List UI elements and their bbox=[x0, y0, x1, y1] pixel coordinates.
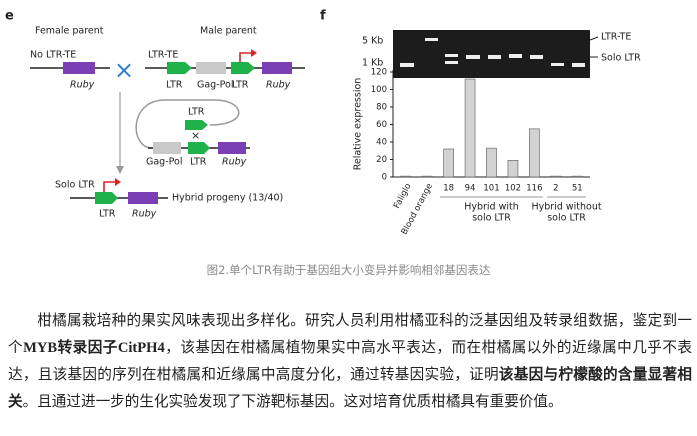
gene-label: Ruby bbox=[222, 157, 247, 168]
construct-label: LTR-TE bbox=[148, 50, 178, 61]
x-tick-label: 116 bbox=[526, 184, 542, 194]
bar bbox=[529, 128, 540, 178]
group-label: solo LTR bbox=[547, 213, 586, 224]
gene-label: Ruby bbox=[70, 80, 95, 91]
pointer bbox=[589, 36, 599, 41]
promoter bbox=[251, 49, 257, 57]
heading: Male parent bbox=[200, 26, 257, 37]
panel-label: f bbox=[320, 9, 326, 24]
x-tick-label: Faliglo bbox=[392, 182, 414, 211]
bar bbox=[486, 147, 497, 178]
ruby-gene bbox=[63, 62, 95, 74]
gene-label: Ruby bbox=[266, 80, 291, 91]
x-tick-label: 51 bbox=[572, 184, 583, 194]
gene-label: LTR bbox=[166, 80, 183, 91]
gagpol bbox=[196, 62, 226, 74]
heading: Female parent bbox=[35, 26, 104, 37]
construct-label: No LTR-TE bbox=[30, 50, 76, 61]
x-tick-label: 94 bbox=[465, 184, 476, 194]
gene-label: Gag-Pol bbox=[146, 157, 182, 168]
ltr bbox=[185, 120, 208, 130]
ruby-gene bbox=[262, 62, 292, 74]
ltr bbox=[95, 192, 118, 204]
bar bbox=[443, 148, 454, 178]
y-tick-label: 20 bbox=[376, 155, 387, 165]
ruby-gene bbox=[128, 192, 158, 204]
bar bbox=[550, 175, 562, 178]
size-marker: 1 Kb bbox=[362, 58, 383, 69]
progeny-label: Hybrid progeny (13/40) bbox=[172, 193, 283, 204]
y-tick-label: 120 bbox=[371, 68, 387, 78]
ruby-gene bbox=[218, 142, 246, 154]
gagpol bbox=[153, 142, 181, 154]
group-label: solo LTR bbox=[472, 213, 511, 224]
ltr bbox=[188, 142, 210, 154]
gene-label: LTR bbox=[190, 157, 207, 168]
promoter bbox=[239, 52, 252, 62]
bold-text: MYB转录因子CitPH4 bbox=[23, 340, 165, 356]
loop bbox=[135, 99, 240, 149]
y-tick-label: 60 bbox=[376, 120, 387, 130]
size-marker: 5 Kb bbox=[362, 36, 383, 47]
gene-label: LTR bbox=[99, 209, 116, 220]
group-label: Hybrid without bbox=[532, 202, 602, 213]
group-label: Hybrid with bbox=[464, 202, 519, 213]
promoter bbox=[115, 178, 121, 186]
paragraph: 柑橘属栽培种的果实风味表现出多样化。研究人员利用柑橘亚科的泛基因组及转录组数据，… bbox=[8, 308, 692, 416]
gene-label: LTR bbox=[232, 80, 249, 91]
band-label: Solo LTR bbox=[601, 53, 641, 64]
figure: e Female parent Male parent No LTR-TE Ru… bbox=[5, 9, 641, 237]
x-tick-label: 2 bbox=[553, 184, 558, 194]
bar bbox=[464, 78, 476, 178]
arrow bbox=[116, 166, 124, 174]
text: ，该基因在柑橘属植物果实中高水平表达，而在柑橘属以外的近缘属中几乎不表达，且该基… bbox=[8, 340, 692, 383]
bar bbox=[571, 175, 583, 178]
bar bbox=[400, 175, 412, 178]
y-tick-label: 80 bbox=[376, 103, 387, 113]
gene-label: Ruby bbox=[132, 209, 157, 220]
gel-bands bbox=[400, 38, 585, 67]
gene-label: LTR bbox=[188, 107, 205, 118]
text: 。且通过进一步的生化实验发现了下游靶标基因。这对培育优质柑橘具有重要价值。 bbox=[22, 394, 563, 410]
ltr bbox=[231, 62, 255, 74]
y-axis-label: Relative expression bbox=[353, 78, 364, 171]
gene-label: Gag-Pol bbox=[197, 80, 233, 91]
ltr bbox=[167, 62, 192, 74]
y-tick-label: 40 bbox=[376, 138, 387, 148]
y-tick-label: 0 bbox=[382, 173, 387, 183]
cross: × bbox=[114, 56, 134, 84]
x-tick-label: 18 bbox=[443, 184, 454, 194]
bar bbox=[507, 160, 519, 178]
panel-label: e bbox=[5, 9, 14, 24]
bold-text: 该基因与柠檬酸的含量显著相关 bbox=[8, 367, 692, 410]
text: 柑橘属栽培种的果实风味表现出多样化。研究人员利用柑橘亚科的泛基因组及转录组数据，… bbox=[8, 313, 692, 356]
caption: 图2.单个LTR有助于基因组大小变异并影响相邻基因表达 bbox=[206, 263, 491, 277]
bar bbox=[421, 175, 433, 178]
construct-label: Solo LTR bbox=[55, 180, 95, 191]
promoter bbox=[103, 181, 116, 192]
x-tick-label: 101 bbox=[483, 184, 499, 194]
gel bbox=[393, 30, 590, 78]
band-label: LTR-TE bbox=[601, 32, 631, 43]
x-tick-label: 102 bbox=[505, 184, 521, 194]
y-tick-label: 100 bbox=[371, 85, 387, 95]
recombination: × bbox=[191, 129, 200, 142]
